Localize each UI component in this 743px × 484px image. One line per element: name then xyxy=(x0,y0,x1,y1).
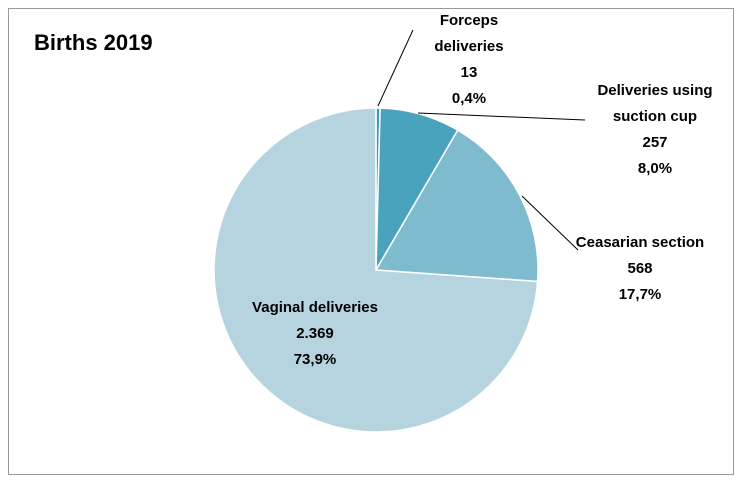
category-label: Forceps deliveries xyxy=(434,12,504,55)
chart-frame xyxy=(8,8,734,475)
percent-label: 73,9% xyxy=(293,351,337,368)
value-label: 13 xyxy=(460,64,478,81)
category-label: Vaginal deliveries xyxy=(252,299,378,316)
value-label: 568 xyxy=(627,260,653,277)
data-label: Forceps deliveries 13 0,4% xyxy=(404,8,534,112)
pie-slice xyxy=(374,129,539,283)
data-label: Deliveries using suction cup 257 8,0% xyxy=(585,78,725,182)
percent-label: 0,4% xyxy=(451,90,487,107)
percent-label: 17,7% xyxy=(618,286,662,303)
leader-line xyxy=(417,112,586,121)
value-label: 2.369 xyxy=(296,325,334,342)
pie-slice xyxy=(213,107,539,433)
category-label: Ceasarian section xyxy=(575,234,705,251)
leader-line xyxy=(521,195,579,251)
data-label: Ceasarian section 568 17,7% xyxy=(575,230,705,308)
leader-line xyxy=(377,29,414,107)
chart-title: Births 2019 xyxy=(34,30,153,55)
category-label: Deliveries using suction cup xyxy=(597,82,713,125)
percent-label: 8,0% xyxy=(637,160,673,177)
value-label: 257 xyxy=(642,134,668,151)
data-label: Vaginal deliveries 2.369 73,9% xyxy=(245,295,385,373)
